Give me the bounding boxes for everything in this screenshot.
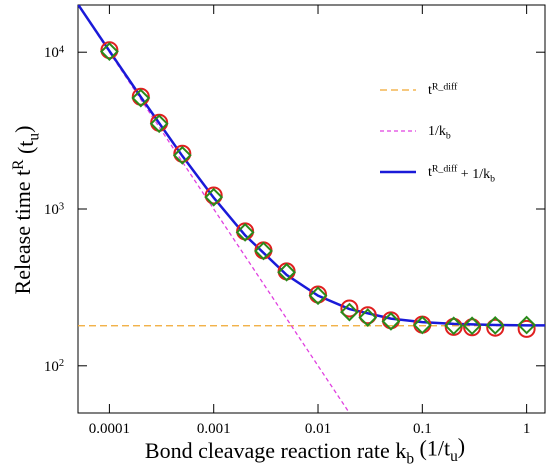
legend-label: 1/kb bbox=[428, 124, 451, 141]
y-tick-label: 104 bbox=[44, 44, 65, 61]
x-axis-label: Bond cleavage reaction rate kb (1/tu) bbox=[145, 433, 465, 467]
y-tick-label: 103 bbox=[44, 201, 64, 218]
diamond-marker bbox=[204, 187, 224, 207]
diamond-marker bbox=[149, 114, 169, 134]
diamond-marker bbox=[172, 145, 192, 165]
circle-marker bbox=[340, 299, 359, 318]
legend-label: tR_diff + 1/kb bbox=[428, 164, 495, 185]
x-tick-label: 0.1 bbox=[413, 421, 432, 437]
circle-marker bbox=[463, 318, 482, 337]
y-axis-label: Release time tR (tu) bbox=[10, 126, 42, 295]
diamond-marker bbox=[277, 262, 297, 282]
diamond-marker bbox=[254, 241, 273, 261]
x-tick-label: 0.01 bbox=[305, 421, 331, 437]
diamond-marker bbox=[340, 302, 359, 322]
line-series bbox=[78, 5, 350, 413]
circle-marker bbox=[277, 262, 296, 281]
circle-marker bbox=[517, 319, 536, 338]
x-tick-label: 1 bbox=[523, 421, 531, 437]
diamond-marker bbox=[517, 315, 537, 335]
diamond-marker bbox=[462, 316, 482, 336]
legend-label: tR_diff bbox=[428, 82, 458, 98]
diamond-marker bbox=[444, 316, 464, 336]
circle-marker bbox=[358, 306, 377, 325]
circle-marker bbox=[254, 241, 273, 260]
diamond-marker bbox=[99, 42, 119, 61]
plot-frame bbox=[77, 4, 546, 414]
circle-marker bbox=[413, 315, 432, 334]
diamond-marker bbox=[358, 308, 378, 327]
y-tick-label: 102 bbox=[44, 358, 64, 375]
circle-marker bbox=[204, 186, 223, 205]
x-tick-label: 0.0001 bbox=[89, 421, 130, 437]
diamond-marker bbox=[235, 222, 255, 242]
diamond-marker bbox=[485, 315, 505, 335]
x-tick-label: 0.001 bbox=[197, 421, 231, 437]
circle-marker bbox=[486, 318, 505, 337]
line-series bbox=[78, 5, 545, 327]
diamond-marker bbox=[131, 88, 151, 108]
diamond-marker bbox=[308, 286, 328, 306]
diamond-marker bbox=[381, 311, 401, 331]
diamond-marker bbox=[412, 315, 432, 335]
circle-marker bbox=[173, 144, 192, 163]
